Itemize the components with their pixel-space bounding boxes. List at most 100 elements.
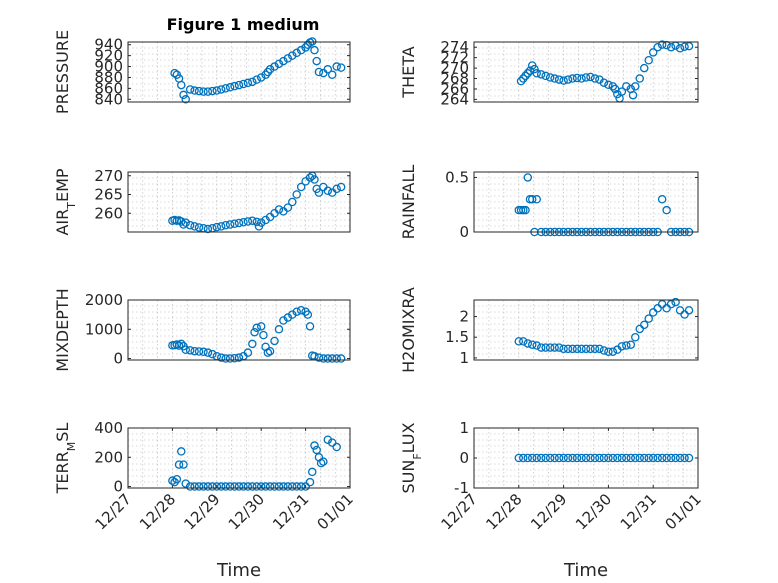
y-tick-label: 920: [94, 47, 123, 65]
data-point: [332, 184, 341, 194]
data-point: [265, 65, 275, 74]
data-point: [617, 87, 627, 96]
data-point: [248, 216, 257, 225]
data-point: [239, 217, 248, 227]
grid-lines: [474, 42, 698, 102]
y-axis-label: THETA: [399, 46, 418, 98]
data-point: [265, 482, 275, 491]
data-point: [288, 51, 297, 60]
data-point: [653, 453, 662, 463]
data-point: [230, 353, 239, 363]
data-point: [310, 175, 319, 184]
data-point: [179, 90, 188, 100]
axes-border: [473, 299, 699, 361]
data-point: [270, 62, 279, 71]
data-point: [199, 347, 208, 357]
data-point: [194, 347, 204, 356]
data-point: [208, 349, 217, 359]
data-point: [263, 348, 273, 357]
y-tick-label: 264: [440, 90, 469, 108]
data-point: [521, 205, 530, 215]
data-point: [256, 218, 266, 227]
x-tick-label: 12/29: [180, 490, 223, 533]
data-point: [680, 42, 689, 51]
subplot-mixdepth: 0 1000 2000 MIXDEPTH: [53, 288, 351, 372]
data-point: [203, 224, 213, 234]
data-points: [514, 453, 694, 463]
data-point: [314, 67, 324, 77]
data-point: [216, 85, 226, 94]
data-point: [514, 453, 524, 463]
data-point: [657, 195, 667, 204]
data-point: [532, 69, 541, 78]
data-point: [174, 460, 184, 469]
x-tick-label: 12/27: [92, 490, 135, 533]
data-point: [554, 453, 564, 463]
data-point: [190, 482, 199, 491]
data-point: [577, 74, 586, 83]
data-point: [622, 341, 631, 350]
x-tick-label: 12/31: [617, 490, 660, 533]
data-point: [684, 306, 694, 315]
y-tick-label: 1: [459, 419, 469, 437]
data-point: [644, 56, 653, 65]
data-point: [527, 195, 537, 204]
data-point: [671, 297, 680, 307]
grid-lines: [474, 428, 698, 488]
y-tick-label: 266: [440, 80, 469, 98]
data-point: [194, 482, 204, 491]
y-axis-label: MIXDEPTH: [53, 288, 72, 371]
data-point: [608, 347, 618, 356]
data-point: [292, 307, 301, 316]
y-axis-label: AIRTEMP: [53, 168, 78, 235]
data-point: [639, 453, 649, 463]
data-point: [319, 457, 328, 466]
data-point: [203, 482, 213, 491]
data-points: [168, 305, 346, 363]
data-point: [532, 341, 541, 350]
x-tick-label: 12/29: [527, 490, 570, 533]
subplot-h2omixra: 1 1.5 2 H2OMIXRA: [399, 287, 699, 373]
data-point: [613, 453, 622, 463]
data-point: [530, 64, 539, 74]
data-point: [617, 453, 627, 463]
y-tick-label: 2000: [85, 291, 123, 309]
data-point: [303, 310, 313, 319]
data-point: [604, 453, 613, 463]
data-point: [216, 222, 226, 231]
data-point: [203, 87, 213, 96]
data-point: [305, 322, 315, 331]
y-tick-label: 1: [459, 349, 469, 367]
data-point: [523, 339, 533, 348]
data-point: [216, 482, 226, 491]
data-point: [230, 81, 239, 91]
data-point: [631, 453, 640, 463]
data-point: [199, 482, 208, 491]
data-point: [563, 75, 573, 84]
x-axis-label: Time: [216, 560, 261, 581]
data-point: [336, 63, 346, 72]
data-point: [221, 354, 230, 363]
data-point: [208, 86, 217, 96]
data-point: [519, 337, 528, 346]
data-point: [644, 314, 653, 323]
data-point: [288, 197, 297, 207]
data-point: [199, 87, 208, 96]
data-point: [604, 80, 613, 90]
data-point: [296, 482, 306, 491]
data-point: [323, 354, 333, 363]
y-tick-label: 260: [94, 204, 123, 222]
data-point: [599, 78, 609, 87]
data-point: [590, 453, 600, 463]
data-point: [170, 68, 179, 78]
data-point: [523, 173, 533, 182]
data-point: [243, 482, 253, 491]
data-point: [523, 69, 533, 78]
data-point: [194, 223, 204, 232]
data-point: [296, 305, 306, 315]
data-point: [203, 348, 213, 357]
y-tick-label: 900: [94, 58, 123, 76]
data-point: [234, 218, 244, 228]
